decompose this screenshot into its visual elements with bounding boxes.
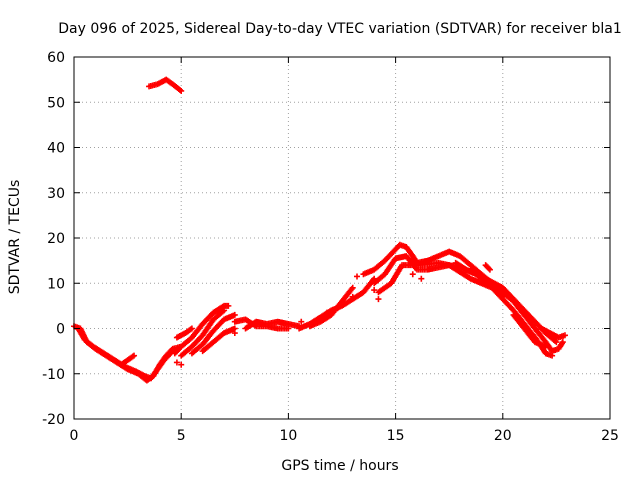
y-axis-label: SDTVAR / TECUs <box>7 180 23 295</box>
data-point <box>549 352 556 359</box>
data-point <box>409 271 416 278</box>
sdtvar-track <box>178 307 228 359</box>
data-point <box>231 330 238 337</box>
data-point <box>131 352 138 359</box>
sdtvar-track <box>510 311 549 350</box>
data-point <box>371 287 378 294</box>
sdtvar-track <box>306 284 356 330</box>
sdtvar-isolated-points <box>173 271 425 368</box>
sdtvar-track <box>171 302 232 357</box>
data-point <box>561 332 568 339</box>
x-tick-label: 20 <box>494 428 512 444</box>
data-point <box>354 273 361 280</box>
y-tick-label: -20 <box>42 412 65 428</box>
y-tick-label: 40 <box>47 141 65 157</box>
y-tick-label: 60 <box>47 50 65 66</box>
sdtvar-track <box>75 325 176 382</box>
sdtvar-track <box>296 275 378 332</box>
x-tick-label: 5 <box>177 428 186 444</box>
data-point <box>285 325 292 332</box>
sdtvar-track <box>199 325 238 355</box>
data-point <box>231 311 238 318</box>
data-point <box>559 339 566 346</box>
data-point <box>323 309 330 316</box>
data-point <box>178 361 185 368</box>
sdtvar-track <box>452 259 481 278</box>
x-tick-label: 10 <box>279 428 297 444</box>
data-point <box>173 359 180 366</box>
x-tick-label: 15 <box>387 428 405 444</box>
data-point <box>221 307 228 314</box>
x-tick-label: 25 <box>601 428 619 444</box>
data-point <box>334 305 341 312</box>
data-point <box>225 302 232 309</box>
data-point <box>375 296 382 303</box>
data-point <box>542 343 549 350</box>
chart-title: Day 096 of 2025, Sidereal Day-to-day VTE… <box>58 21 621 37</box>
x-axis-label: GPS time / hours <box>281 458 398 474</box>
y-tick-label: 50 <box>47 95 65 111</box>
y-tick-label: 0 <box>56 322 65 338</box>
data-point <box>499 293 506 300</box>
data-point <box>553 339 560 346</box>
sdtvar-track <box>188 311 238 357</box>
y-tick-label: 10 <box>47 276 65 292</box>
x-tick-label: 0 <box>70 428 79 444</box>
data-point <box>349 284 356 291</box>
data-point <box>298 318 305 325</box>
sdtvar-track <box>482 262 493 273</box>
y-tick-label: -10 <box>42 367 65 383</box>
sdtvar-track <box>538 325 568 341</box>
axis-ticks: 0 5 10 15 20 25 -20 -10 0 10 20 30 40 50 60 <box>42 50 619 444</box>
data-point <box>474 271 481 278</box>
y-tick-label: 20 <box>47 231 65 247</box>
sdtvar-track <box>146 76 185 94</box>
data-series <box>71 76 568 384</box>
data-point <box>178 87 185 94</box>
data-point <box>486 266 493 273</box>
data-point <box>485 265 492 272</box>
sdtvar-track <box>173 325 195 341</box>
data-point <box>349 293 356 300</box>
sdtvar-track <box>360 241 566 355</box>
data-point <box>188 325 195 332</box>
grid-lines <box>74 57 610 419</box>
data-point <box>418 275 425 282</box>
sdtvar-track <box>231 316 292 332</box>
sdtvar-track <box>118 352 138 368</box>
y-tick-label: 30 <box>47 186 65 202</box>
